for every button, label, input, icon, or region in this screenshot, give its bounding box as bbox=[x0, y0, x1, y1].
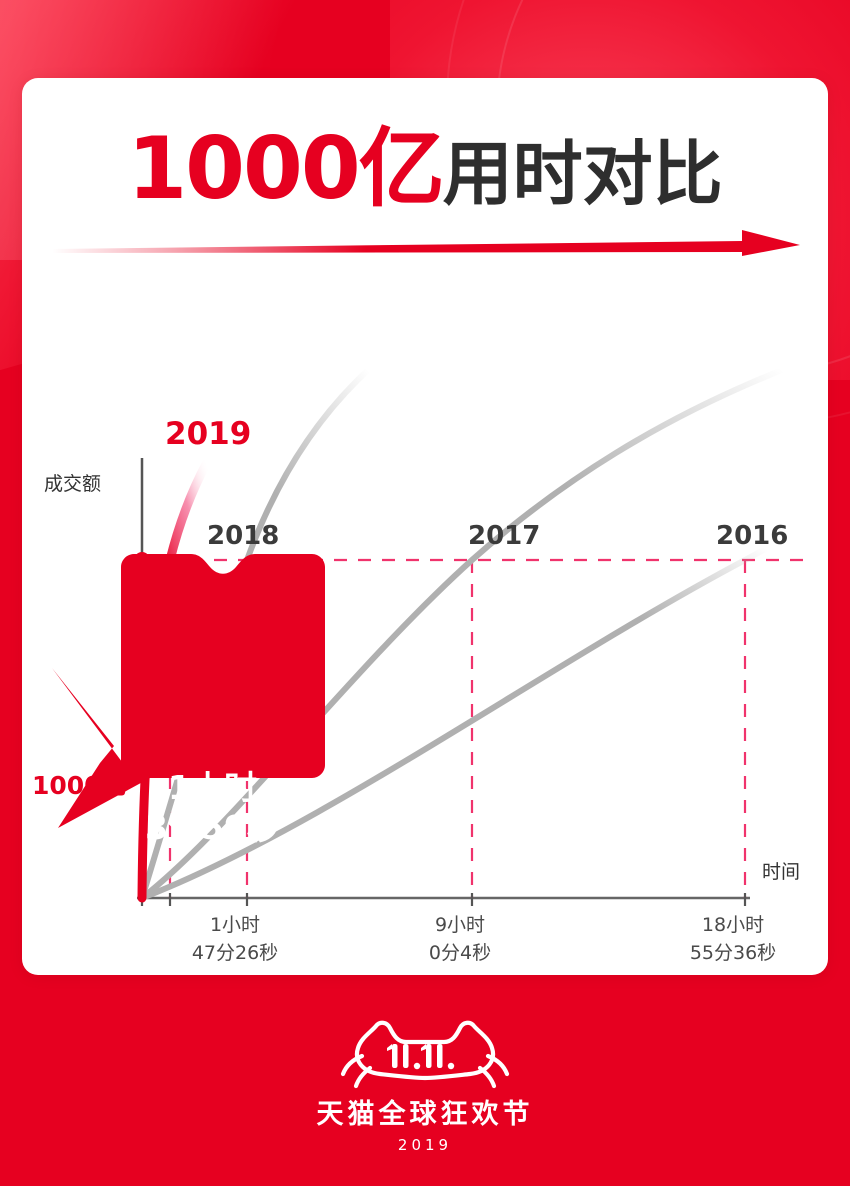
footer-year: 2019 bbox=[397, 1136, 453, 1154]
x-tick-label-2017: 9小时 0分4秒 bbox=[375, 912, 545, 967]
x-tick-label-2018: 1小时 47分26秒 bbox=[150, 912, 320, 967]
series-label-2018: 2018 bbox=[207, 521, 280, 551]
threshold-value-label: 1000亿 bbox=[32, 771, 127, 800]
page-title: 1000亿用时对比 bbox=[22, 126, 828, 212]
x-tick-line1: 18小时 bbox=[701, 914, 765, 936]
curve-2017 bbox=[139, 367, 785, 901]
y-axis-label: 成交额 bbox=[44, 473, 102, 495]
series-label-2019: 2019 bbox=[165, 416, 252, 452]
title-rest: 用时对比 bbox=[442, 133, 723, 215]
title-highlight: 1000亿 bbox=[127, 119, 444, 219]
x-tick-line2: 55分36秒 bbox=[689, 941, 777, 964]
series-label-2016: 2016 bbox=[716, 521, 789, 551]
x-axis-label: 时间 bbox=[762, 861, 801, 883]
x-axis-ticks bbox=[140, 893, 747, 906]
footer: 天猫全球狂欢节 2019 bbox=[0, 1000, 850, 1186]
callout-bubble bbox=[52, 554, 325, 828]
x-tick-line2: 47分26秒 bbox=[191, 941, 279, 964]
right-arrow-icon bbox=[52, 230, 800, 256]
x-tick-line1: 1小时 bbox=[209, 914, 261, 936]
content-card: 1000亿用时对比 bbox=[22, 78, 828, 975]
series-label-2017: 2017 bbox=[468, 521, 541, 551]
curve-2016 bbox=[139, 513, 828, 901]
chart-container: 成交额 时间 1000亿 2019 2018 2017 2016 1小时 47分… bbox=[22, 308, 828, 968]
title-line: 1000亿用时对比 bbox=[127, 126, 722, 212]
x-tick-label-2016: 18小时 55分36秒 bbox=[648, 912, 818, 967]
tmall-1111-cat-logo-icon bbox=[340, 1020, 510, 1089]
x-tick-line2: 0分4秒 bbox=[428, 941, 492, 964]
x-tick-line1: 9小时 bbox=[434, 914, 486, 936]
footer-wordmark: 天猫全球狂欢节 bbox=[316, 1099, 534, 1130]
time-comparison-line-chart bbox=[52, 325, 828, 906]
